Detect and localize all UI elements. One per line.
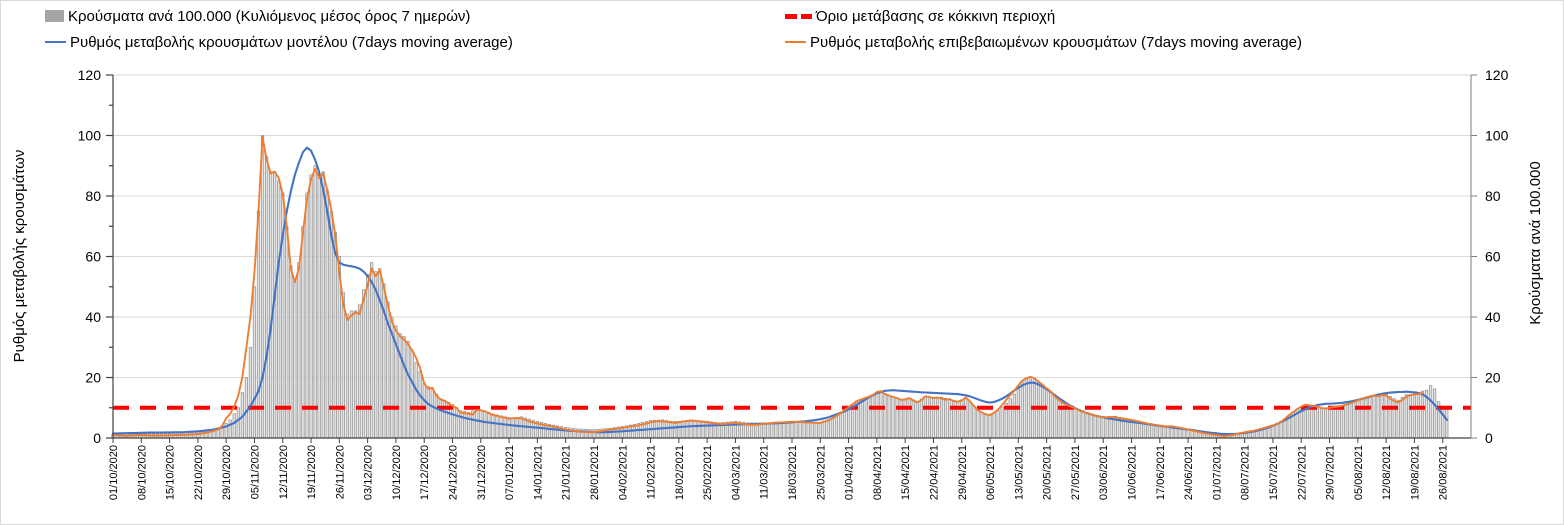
legend-item-confirmed: Ρυθμός μεταβολής επιβεβαιωμένων κρουσμάτ…	[785, 31, 1302, 53]
svg-text:100: 100	[78, 128, 102, 144]
gridlines	[113, 74, 1471, 378]
svg-text:120: 120	[78, 67, 102, 83]
svg-text:01/10/2020: 01/10/2020	[108, 445, 120, 500]
svg-text:25/02/2021: 25/02/2021	[702, 445, 714, 500]
svg-text:10/12/2020: 10/12/2020	[391, 445, 403, 500]
svg-text:26/11/2020: 26/11/2020	[334, 445, 346, 499]
svg-text:07/01/2021: 07/01/2021	[504, 445, 516, 500]
orange-line-swatch-icon	[785, 41, 806, 43]
svg-text:29/04/2021: 29/04/2021	[957, 445, 969, 500]
svg-text:10/06/2021: 10/06/2021	[1127, 445, 1139, 500]
svg-text:60: 60	[85, 249, 101, 265]
svg-text:19/11/2020: 19/11/2020	[306, 445, 318, 499]
y-axis-title-right: Κρούσματα ανά 100.000	[1527, 161, 1544, 324]
svg-text:04/03/2021: 04/03/2021	[730, 445, 742, 500]
svg-text:24/06/2021: 24/06/2021	[1183, 445, 1195, 500]
svg-text:15/04/2021: 15/04/2021	[900, 445, 912, 500]
svg-text:21/01/2021: 21/01/2021	[561, 445, 573, 500]
bars-series	[111, 135, 1449, 439]
svg-text:0: 0	[93, 430, 101, 446]
svg-text:08/04/2021: 08/04/2021	[872, 445, 884, 500]
svg-text:80: 80	[85, 188, 101, 204]
svg-text:03/06/2021: 03/06/2021	[1098, 445, 1110, 500]
red-dash-swatch-icon	[785, 13, 812, 19]
svg-text:22/10/2020: 22/10/2020	[193, 445, 205, 500]
x-axis-labels: 01/10/2020 08/10/2020 15/10/2020 22/10/2020…	[108, 445, 1450, 500]
svg-text:03/12/2020: 03/12/2020	[363, 445, 375, 500]
y-axis-labels-left: 0 20 40 60 80 100 120	[78, 67, 102, 446]
svg-text:18/02/2021: 18/02/2021	[674, 445, 686, 500]
svg-text:29/07/2021: 29/07/2021	[1325, 445, 1337, 500]
axes	[106, 74, 1477, 443]
svg-text:08/10/2020: 08/10/2020	[136, 445, 148, 500]
svg-text:28/01/2021: 28/01/2021	[589, 445, 601, 500]
svg-text:12/11/2020: 12/11/2020	[278, 445, 290, 499]
svg-text:15/10/2020: 15/10/2020	[165, 445, 177, 500]
svg-text:22/07/2021: 22/07/2021	[1296, 445, 1308, 500]
svg-text:22/04/2021: 22/04/2021	[929, 445, 941, 500]
svg-text:20/05/2021: 20/05/2021	[1042, 445, 1054, 500]
svg-text:17/12/2020: 17/12/2020	[419, 445, 431, 500]
svg-text:19/08/2021: 19/08/2021	[1409, 445, 1421, 500]
chart-legend: Κρούσματα ανά 100.000 (Κυλιόμενος μέσος …	[1, 1, 1563, 61]
svg-text:29/10/2020: 29/10/2020	[221, 445, 233, 500]
svg-text:20: 20	[85, 370, 101, 386]
svg-text:24/12/2020: 24/12/2020	[448, 445, 460, 500]
svg-text:120: 120	[1485, 67, 1509, 83]
legend-label-cases: Κρούσματα ανά 100.000 (Κυλιόμενος μέσος …	[68, 7, 471, 25]
svg-text:80: 80	[1485, 188, 1501, 204]
svg-text:100: 100	[1485, 128, 1509, 144]
svg-text:01/07/2021: 01/07/2021	[1211, 445, 1223, 500]
legend-label-threshold: Όριο μετάβασης σε κόκκινη περιοχή	[816, 7, 1056, 25]
y-axis-labels-right: 0 20 40 60 80 100 120	[1485, 67, 1509, 446]
svg-text:31/12/2020: 31/12/2020	[476, 445, 488, 500]
line-series	[111, 136, 1448, 438]
svg-text:11/03/2021: 11/03/2021	[759, 445, 771, 499]
svg-text:60: 60	[1485, 249, 1501, 265]
legend-item-cases: Κρούσματα ανά 100.000 (Κυλιόμενος μέσος …	[45, 5, 513, 27]
svg-text:06/05/2021: 06/05/2021	[985, 445, 997, 500]
blue-line-swatch-icon	[45, 41, 66, 43]
svg-text:15/07/2021: 15/07/2021	[1268, 445, 1280, 500]
svg-text:0: 0	[1485, 430, 1493, 446]
legend-label-model: Ρυθμός μεταβολής κρουσμάτων μοντέλου (7d…	[70, 33, 513, 51]
svg-text:20: 20	[1485, 370, 1501, 386]
svg-text:26/08/2021: 26/08/2021	[1438, 445, 1450, 500]
svg-text:12/08/2021: 12/08/2021	[1381, 445, 1393, 500]
legend-column-left: Κρούσματα ανά 100.000 (Κυλιόμενος μέσος …	[45, 1, 513, 53]
svg-text:14/01/2021: 14/01/2021	[532, 445, 544, 500]
svg-text:04/02/2021: 04/02/2021	[617, 445, 629, 500]
svg-text:01/04/2021: 01/04/2021	[844, 445, 856, 500]
y-axis-title-left: Ρυθμός μεταβολής κρουσμάτων	[11, 150, 28, 363]
svg-text:05/11/2020: 05/11/2020	[250, 445, 262, 499]
svg-text:08/07/2021: 08/07/2021	[1240, 445, 1252, 500]
legend-item-model: Ρυθμός μεταβολής κρουσμάτων μοντέλου (7d…	[45, 31, 513, 53]
svg-text:18/03/2021: 18/03/2021	[787, 445, 799, 500]
svg-text:40: 40	[1485, 309, 1501, 325]
legend-label-confirmed: Ρυθμός μεταβολής επιβεβαιωμένων κρουσμάτ…	[810, 33, 1302, 51]
legend-column-right: Όριο μετάβασης σε κόκκινη περιοχή Ρυθμός…	[785, 1, 1302, 53]
svg-text:17/06/2021: 17/06/2021	[1155, 445, 1167, 500]
svg-text:05/08/2021: 05/08/2021	[1353, 445, 1365, 500]
legend-item-threshold: Όριο μετάβασης σε κόκκινη περιοχή	[785, 5, 1302, 27]
svg-text:40: 40	[85, 309, 101, 325]
svg-text:11/02/2021: 11/02/2021	[646, 445, 658, 499]
svg-text:25/03/2021: 25/03/2021	[815, 445, 827, 500]
svg-text:27/05/2021: 27/05/2021	[1070, 445, 1082, 500]
gray-bar-swatch-icon	[45, 10, 64, 22]
svg-text:13/05/2021: 13/05/2021	[1013, 445, 1025, 500]
